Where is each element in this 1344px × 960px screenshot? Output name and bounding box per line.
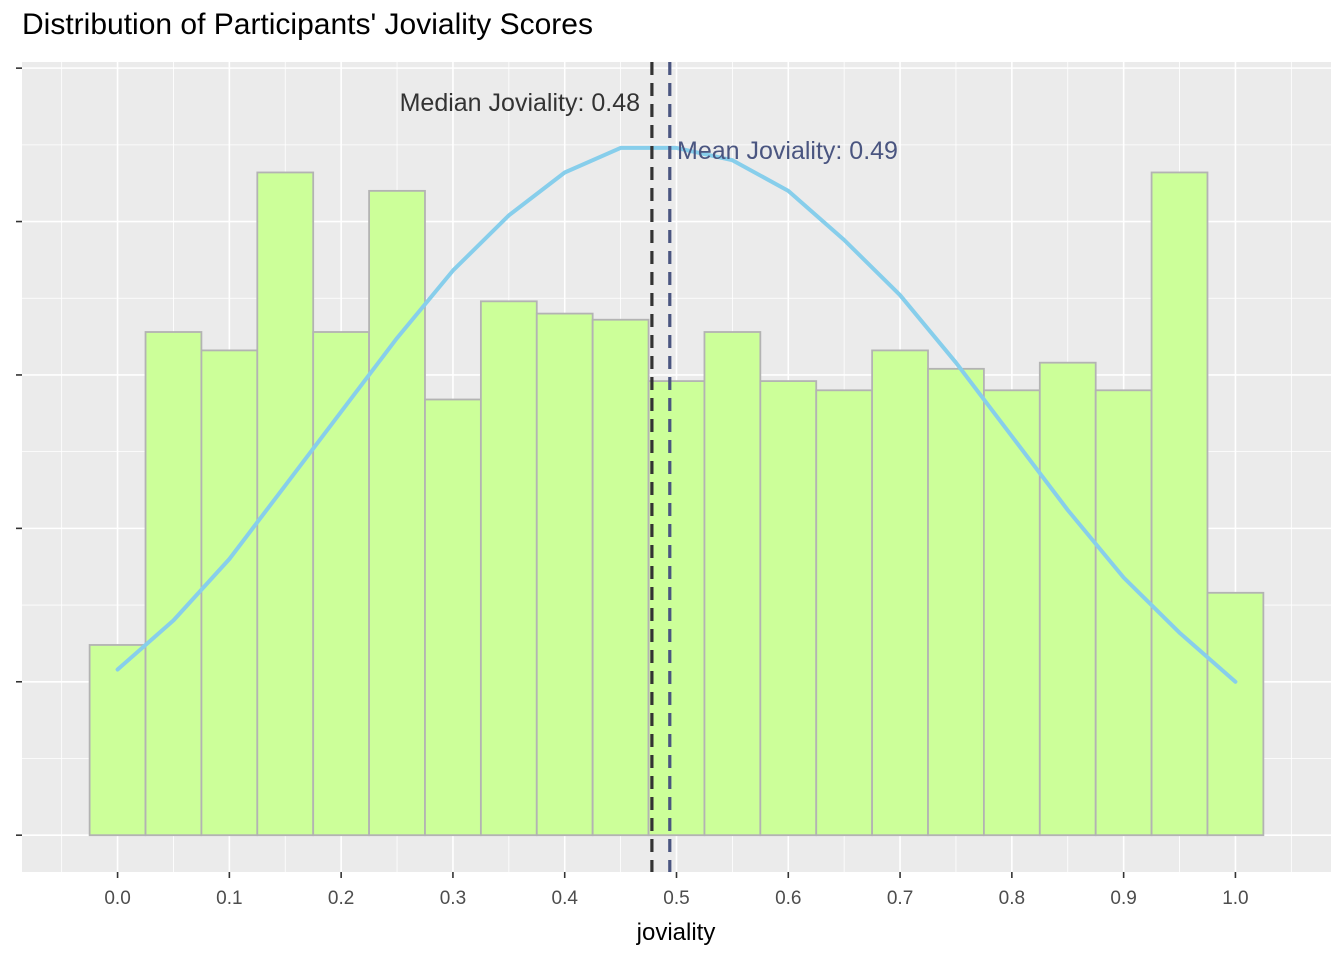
- x-tick-label: 0.7: [887, 888, 913, 909]
- reference-lines: [650, 62, 672, 872]
- histogram-bar: [1094, 389, 1153, 837]
- histogram-bar: [424, 398, 482, 837]
- x-tick-label: 0.1: [216, 888, 242, 909]
- histogram-bar: [927, 367, 985, 837]
- x-axis-ticks: 0.0 0.1 0.2 0.3 0.4 0.5 0.6 0.7 0.8 0.9 1.0: [104, 872, 1249, 909]
- histogram-bars: [88, 171, 1265, 837]
- x-tick-label: 0.4: [552, 888, 579, 909]
- histogram-bar: [368, 189, 426, 837]
- x-tick-label: 1.0: [1222, 888, 1248, 909]
- histogram-bar: [815, 389, 874, 837]
- histogram-bar: [535, 312, 594, 837]
- histogram-bar: [144, 331, 203, 837]
- histogram-bar: [88, 644, 147, 837]
- median-annotation: Median Joviality: 0.48: [400, 89, 640, 117]
- x-tick-label: 0.0: [104, 888, 130, 909]
- histogram-bar: [591, 318, 650, 837]
- histogram-bar: [983, 389, 1041, 837]
- x-tick-label: 0.3: [440, 888, 466, 909]
- chart-title: Distribution of Participants' Joviality …: [22, 8, 593, 41]
- x-tick-label: 0.2: [328, 888, 354, 909]
- mean-annotation: Mean Joviality: 0.49: [677, 137, 898, 165]
- x-tick-label: 0.6: [775, 888, 801, 909]
- histogram-bar: [759, 380, 818, 837]
- histogram-bar: [703, 331, 762, 837]
- histogram-bar: [647, 380, 706, 837]
- x-axis-title: joviality: [636, 919, 716, 946]
- histogram-bar: [256, 171, 315, 837]
- y-axis-ticks: [16, 67, 22, 836]
- histogram-bar: [1206, 591, 1265, 837]
- histogram-bar: [479, 300, 538, 837]
- x-tick-label: 0.9: [1110, 888, 1136, 909]
- histogram-bar: [1038, 361, 1097, 837]
- histogram-bar: [312, 331, 370, 837]
- histogram-bar: [1150, 171, 1209, 837]
- histogram-bar: [871, 349, 929, 837]
- x-tick-label: 0.8: [999, 888, 1025, 909]
- x-tick-label: 0.5: [663, 888, 689, 909]
- histogram-bar: [200, 349, 259, 837]
- density-curve: [115, 145, 1238, 684]
